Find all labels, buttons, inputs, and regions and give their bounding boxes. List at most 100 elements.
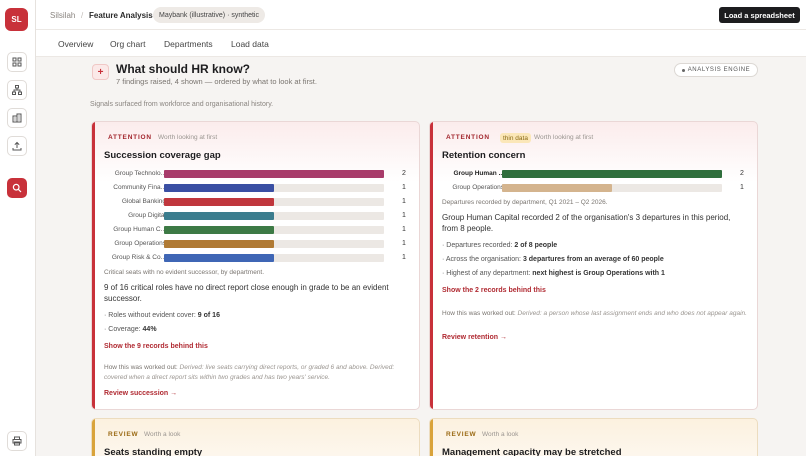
upload-icon[interactable] — [7, 136, 27, 156]
search-icon[interactable] — [7, 178, 27, 198]
bar-fill — [164, 184, 274, 192]
bar-track — [164, 254, 384, 262]
bar-fill — [164, 170, 384, 178]
page-subtitle: 7 findings raised, 4 shown — ordered by … — [116, 77, 317, 86]
main-content: + What should HR know? 7 findings raised… — [36, 57, 806, 456]
bar-fill — [164, 226, 274, 234]
method-text: Derived: a person whose last assignment … — [517, 310, 747, 317]
bullet-label: Roles without evident cover: — [108, 312, 198, 319]
bar-value: 1 — [402, 198, 406, 205]
bar-track — [164, 226, 384, 234]
show-records-link[interactable]: Show the 9 records behind this — [104, 343, 208, 350]
bar-row: Community Fina... 1 — [104, 183, 410, 193]
bar-value: 2 — [740, 170, 744, 177]
breadcrumb-current: Feature Analysis — [89, 11, 153, 20]
review-succession-link[interactable]: Review succession → — [104, 390, 178, 397]
print-icon[interactable] — [7, 431, 27, 451]
bar-label: Group Human ... — [453, 170, 504, 177]
tab-departments[interactable]: Departments — [164, 39, 213, 49]
bar-label: Group Digital — [128, 212, 166, 219]
card-tag: REVIEW — [446, 431, 477, 438]
method-label: How this was worked out: — [104, 364, 180, 371]
bar-row: Global Banking 1 — [104, 197, 410, 207]
bullet-item: · Across the organisation: 3 departures … — [442, 256, 664, 263]
card-note: Worth a look — [144, 431, 181, 438]
bullet-item: · Roles without evident cover: 9 of 16 — [104, 312, 220, 319]
nav-tabs: Overview Org chart Departments Load data — [36, 30, 806, 57]
card-note: Worth looking at first — [158, 134, 218, 141]
tab-load-data[interactable]: Load data — [231, 39, 269, 49]
bar-row: Group Operations 1 — [442, 183, 748, 193]
thin-data-badge: thin data — [500, 133, 531, 143]
card-title: Retention concern — [442, 150, 526, 161]
bar-track — [502, 184, 722, 192]
card-title: Seats standing empty — [104, 447, 203, 456]
bar-row: Group Operations 1 — [104, 239, 410, 249]
bar-fill — [164, 198, 274, 206]
bar-track — [164, 212, 384, 220]
bar-fill — [164, 240, 274, 248]
plus-icon: + — [92, 64, 109, 80]
bar-value: 1 — [402, 240, 406, 247]
load-spreadsheet-button[interactable]: Load a spreadsheet — [719, 7, 800, 23]
bar-value: 1 — [402, 184, 406, 191]
tab-overview[interactable]: Overview — [58, 39, 94, 49]
bar-track — [164, 198, 384, 206]
finding-summary: Group Human Capital recorded 2 of the or… — [442, 213, 731, 233]
org-icon[interactable] — [7, 80, 27, 100]
bar-value: 1 — [402, 254, 406, 261]
grid-icon[interactable] — [7, 52, 27, 72]
bar-label: Global Banking — [121, 198, 166, 205]
bar-row: Group Digital 1 — [104, 211, 410, 221]
bullet-item: · Departures recorded: 2 of 8 people — [442, 242, 558, 249]
analysis-engine-badge[interactable]: ANALYSIS ENGINE — [674, 63, 758, 77]
breadcrumb-root[interactable]: Silsilah — [50, 11, 76, 20]
bar-row: Group Human ... 2 — [442, 169, 748, 179]
bullet-value: 2 of 8 people — [514, 242, 558, 249]
card-note: Worth a look — [482, 431, 519, 438]
bar-value: 1 — [402, 226, 406, 233]
card-tag: ATTENTION — [446, 134, 490, 141]
breadcrumb-separator: / — [81, 11, 84, 20]
card-title: Management capacity may be stretched — [442, 447, 622, 456]
bullet-label: Across the organisation: — [445, 256, 523, 263]
bullet-item: · Highest of any department: next highes… — [442, 270, 665, 277]
retention-card: ATTENTION thin data Worth looking at fir… — [429, 121, 758, 410]
bar-label: Group Risk & Co... — [111, 254, 166, 261]
show-records-link[interactable]: Show the 2 records behind this — [442, 287, 546, 294]
bar-row: Group Technolo... 2 — [104, 169, 410, 179]
card-note: Worth looking at first — [534, 134, 594, 141]
status-dot-icon — [681, 68, 685, 72]
finding-summary: 9 of 16 critical roles have no direct re… — [104, 283, 389, 303]
building-icon[interactable] — [7, 108, 27, 128]
bar-track — [164, 240, 384, 248]
bar-fill — [164, 254, 274, 262]
bar-label: Group Human C... — [113, 226, 166, 233]
tab-org-chart[interactable]: Org chart — [110, 39, 146, 49]
signals-caption: Signals surfaced from workforce and orga… — [90, 101, 274, 108]
dataset-badge: Maybank (illustrative) · synthetic — [153, 7, 265, 23]
bar-row: Group Risk & Co... 1 — [104, 253, 410, 263]
bullet-value: next highest is Group Operations with 1 — [532, 270, 665, 277]
bar-fill — [164, 212, 274, 220]
top-bar: Silsilah / Feature Analysis Maybank (ill… — [36, 0, 806, 30]
bar-value: 2 — [402, 170, 406, 177]
bar-label: Group Technolo... — [114, 170, 166, 177]
chart-caption: Departures recorded by department, Q1 20… — [442, 199, 608, 206]
bar-track — [164, 184, 384, 192]
succession-card: ATTENTION Worth looking at first Success… — [91, 121, 420, 410]
review-retention-link[interactable]: Review retention → — [442, 334, 507, 341]
bar-fill — [502, 170, 722, 178]
management-capacity-card: REVIEW Worth a look Management capacity … — [429, 418, 758, 456]
method-note: How this was worked out: Derived: a pers… — [442, 309, 747, 319]
card-title: Succession coverage gap — [104, 150, 221, 161]
bullet-label: Coverage: — [108, 326, 143, 333]
bar-fill — [502, 184, 612, 192]
bar-label: Group Operations — [452, 184, 504, 191]
method-note: How this was worked out: Derived: live s… — [104, 363, 409, 383]
chart-caption: Critical seats with no evident successor… — [104, 269, 265, 276]
app-logo[interactable]: SL — [5, 8, 28, 31]
bullet-value: 9 of 16 — [197, 312, 220, 319]
method-label: How this was worked out: — [442, 310, 518, 317]
bar-label: Group Operations — [114, 240, 166, 247]
